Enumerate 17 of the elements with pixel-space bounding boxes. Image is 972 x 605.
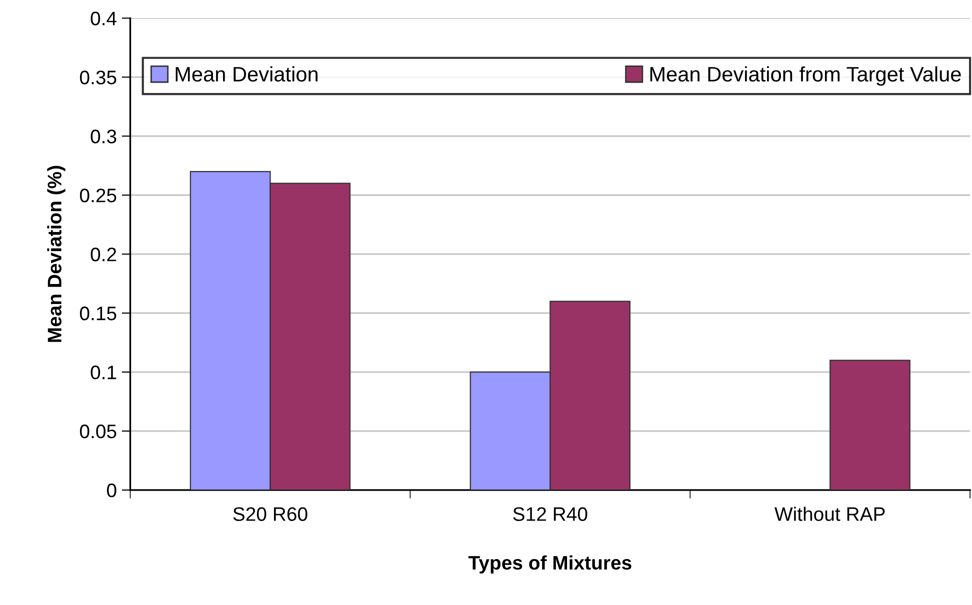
y-tick-label: 0.35 [80,70,116,84]
y-tick-label: 0.25 [80,188,116,202]
y-axis-title: Mean Deviation (%) [47,166,66,342]
y-tick-label: 0.1 [90,366,116,380]
legend-label: Mean Deviation from Target Value [650,66,961,86]
y-tick-label: 0.15 [80,306,116,320]
y-tick-label: 0.05 [80,424,116,438]
y-tick-label: 0.4 [90,12,116,26]
x-tick-label: S20 R60 [233,507,308,521]
legend-label: Mean Deviation [176,66,318,82]
y-tick-label: 0 [107,484,116,498]
bar [830,360,910,490]
x-tick-label: S12 R40 [513,507,588,521]
y-tick-label: 0.3 [90,130,116,144]
x-axis-title: Types of Mixtures [468,555,632,574]
y-tick-label: 0.2 [90,248,116,262]
x-tick-label: Without RAP [774,506,885,521]
